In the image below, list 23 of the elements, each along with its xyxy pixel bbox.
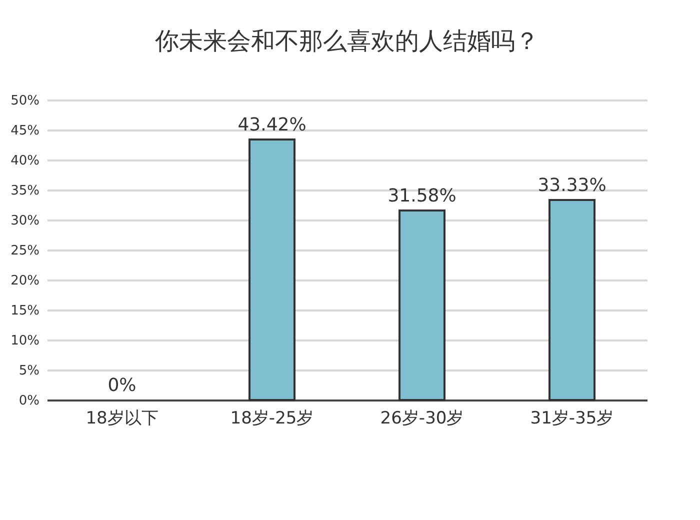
y-tick-label: 20% [10,274,40,288]
y-tick-label: 5% [18,364,40,378]
bar [248,138,296,401]
data-label: 43.42% [238,114,306,136]
y-tick-label: 10% [10,334,40,348]
y-tick-label: 50% [10,94,40,108]
y-tick-label: 45% [10,124,40,138]
x-tick-label: 31岁-35岁 [530,408,614,428]
y-tick-label: 25% [10,244,40,258]
y-tick-label: 40% [10,154,40,168]
bar [548,199,596,401]
data-label: 31.58% [388,186,456,207]
x-tick-label: 18岁-25岁 [230,408,314,428]
y-tick-label: 35% [10,184,40,198]
y-tick-label: 30% [10,214,40,228]
x-tick-label: 26岁-30岁 [380,408,464,428]
chart-title: 你未来会和不那么喜欢的人结婚吗？ [154,27,539,55]
y-tick-label: 0% [18,394,40,408]
data-label: 33.33% [538,175,606,196]
data-label: 0% [108,375,136,396]
bar [398,210,446,401]
y-tick-label: 15% [10,304,40,318]
x-tick-label: 18岁以下 [86,408,158,428]
